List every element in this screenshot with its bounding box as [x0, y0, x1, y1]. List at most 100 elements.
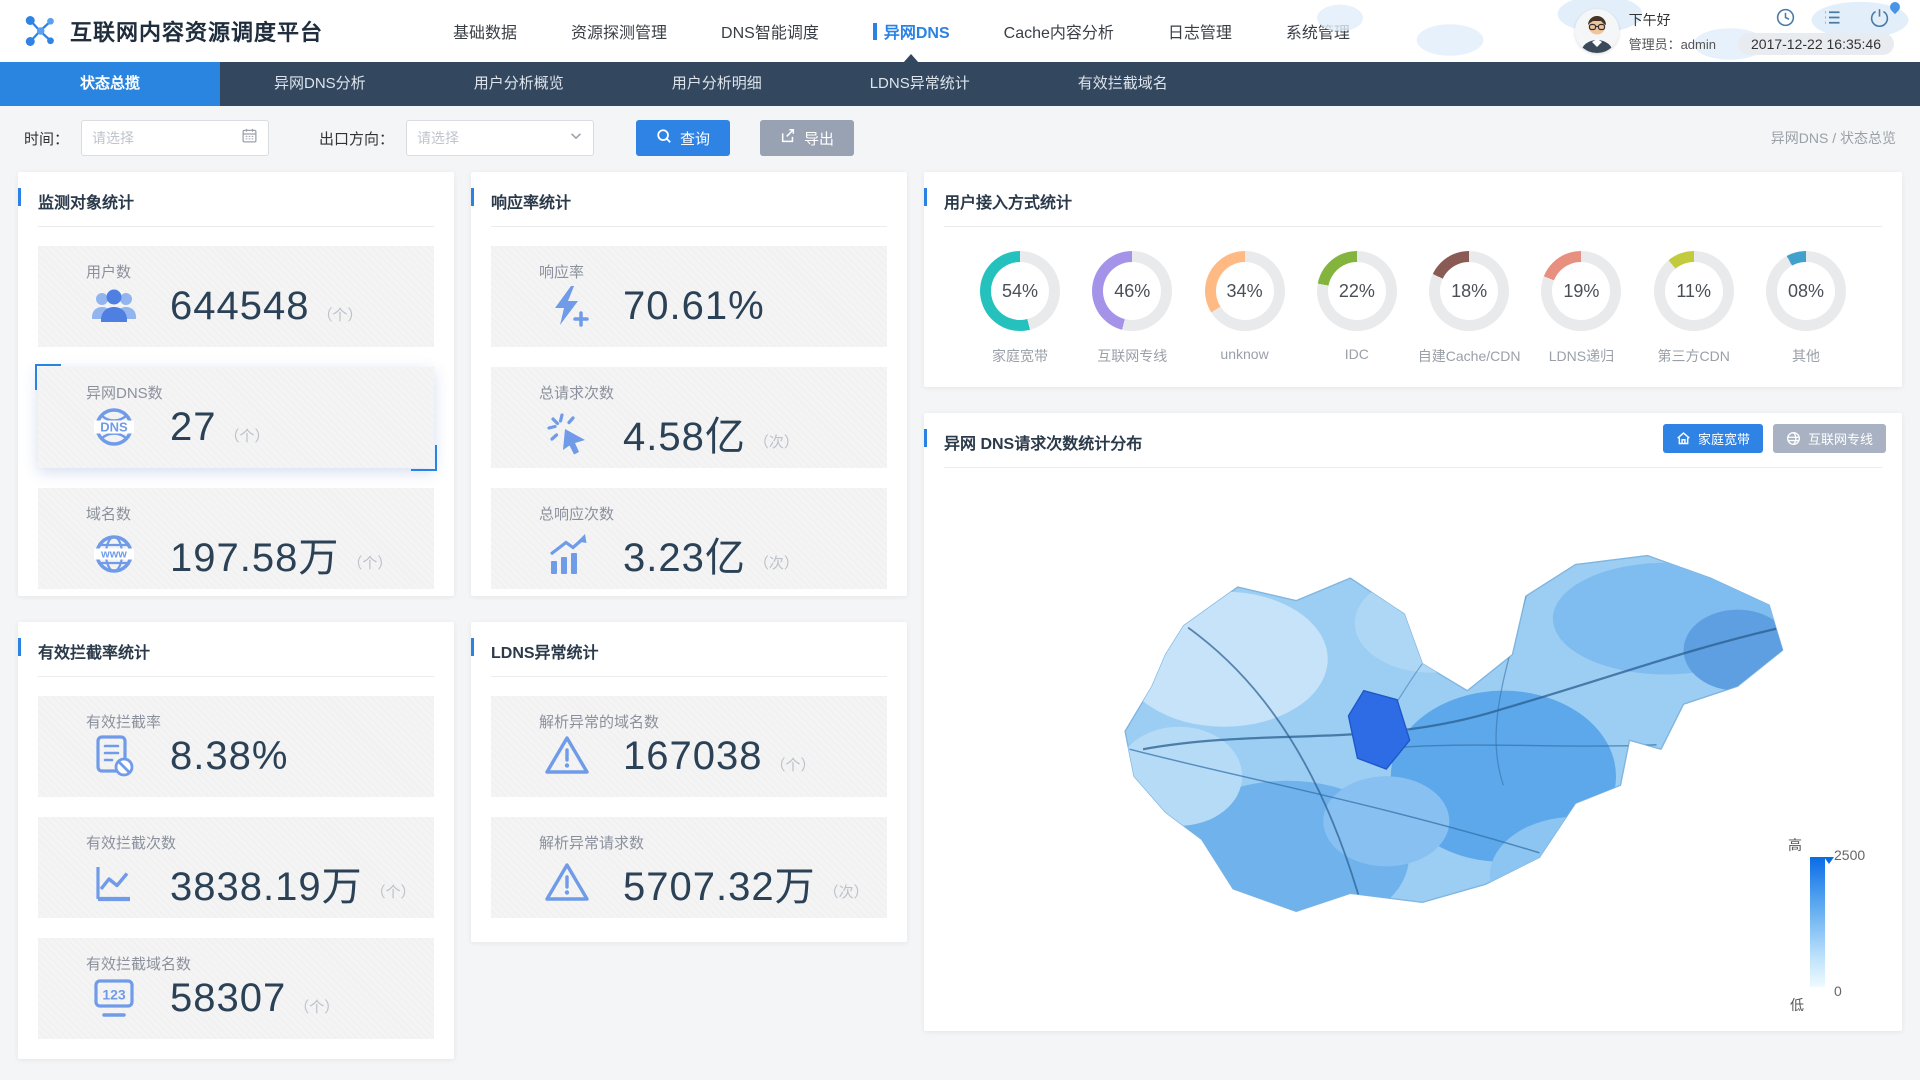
- gauge-percent: 11%: [1676, 280, 1712, 301]
- monitor-stats: 用户数 644548 （个） 异网DNS数 DNS 27 （个） 域名数 www 197.5…: [18, 227, 454, 609]
- map-layer-button-active[interactable]: 家庭宽带: [1662, 424, 1763, 453]
- stat-unit: （个）: [317, 306, 363, 324]
- nav-item-label: 异网DNS: [883, 25, 950, 42]
- nav-item-6[interactable]: 日志管理: [1168, 0, 1232, 62]
- stat-tile[interactable]: 用户数 644548 （个）: [38, 246, 434, 347]
- filter-bar: 时间： 请选择 出口方向： 请选择 查询: [0, 106, 1920, 170]
- gauge-label: 自建Cache/CDN: [1417, 348, 1521, 364]
- card-intercept-stats: 有效拦截率统计 有效拦截率 8.38% 有效拦截次数 3838.19万 （个） 有效拦…: [18, 622, 454, 1059]
- clock-icon[interactable]: [1775, 7, 1796, 28]
- subnav-tabs: 状态总揽 异网DNS分析 用户分析概览 用户分析明细 LDNS异常统计 有效拦截域名: [0, 62, 1920, 106]
- legend-high-label: 高: [1788, 837, 1802, 853]
- divider: [944, 467, 1882, 468]
- gauge-label: unknow: [1220, 346, 1269, 362]
- access-gauge: 34% unknow: [1193, 251, 1297, 366]
- card-header: 响应率统计: [471, 172, 907, 226]
- users-icon: [90, 283, 140, 329]
- map-colorbar-legend: 高 2500 0 低: [1788, 833, 1878, 1015]
- list-icon[interactable]: [1822, 7, 1843, 28]
- stat-tile[interactable]: 总响应次数 3.23亿 （次）: [491, 488, 887, 589]
- access-gauge: 54% 家庭宽带: [968, 251, 1072, 366]
- access-gauge: 11% 第三方CDN: [1642, 251, 1746, 366]
- stat-label: 总响应次数: [539, 506, 615, 523]
- www-globe-icon: www: [90, 531, 140, 577]
- divider: [38, 676, 434, 677]
- nav-item-5[interactable]: Cache内容分析: [1004, 0, 1114, 62]
- globe-e-icon: [1786, 431, 1801, 446]
- tab-4[interactable]: 用户分析明细: [671, 75, 762, 92]
- monitor-123-icon: 123: [90, 975, 140, 1021]
- stat-value: 5707.32万: [623, 865, 816, 909]
- nav-item-3[interactable]: DNS智能调度: [721, 0, 819, 62]
- export-button[interactable]: 导出: [760, 120, 855, 156]
- stat-tile[interactable]: 解析异常的域名数 167038 （个）: [491, 696, 887, 797]
- datetime-badge: 2017-12-22 16:35:46: [1738, 33, 1894, 55]
- tab-1-active[interactable]: 状态总揽: [0, 62, 221, 106]
- access-gauge: 08% 其他: [1754, 251, 1858, 366]
- map-layer-button-inactive[interactable]: 互联网专线: [1772, 424, 1886, 453]
- stat-unit: （个）: [347, 554, 393, 572]
- time-input[interactable]: 请选择: [81, 120, 270, 156]
- column-middle: 响应率统计 响应率 70.61% 总请求次数 4.58亿 （次） 总响应次数 3.23…: [471, 172, 907, 1031]
- gauge-percent: 18%: [1451, 280, 1488, 301]
- stat-tile[interactable]: 总请求次数 4.58亿 （次）: [491, 367, 887, 468]
- calendar-icon: [241, 127, 258, 149]
- shandong-map[interactable]: [983, 479, 1844, 1019]
- stat-tile[interactable]: 有效拦截域名数 123 58307 （个）: [38, 938, 434, 1039]
- time-filter-label: 时间：: [24, 130, 70, 148]
- power-icon[interactable]: [1869, 7, 1890, 28]
- card-monitor-stats: 监测对象统计 用户数 644548 （个） 异网DNS数 DNS 27 （个） 域名数 w…: [18, 172, 454, 596]
- highlighted-region[interactable]: [1347, 690, 1411, 771]
- direction-filter-label: 出口方向：: [319, 130, 395, 148]
- nav-item-label: 基础数据: [453, 25, 518, 42]
- tab-3[interactable]: 用户分析概览: [473, 75, 564, 92]
- user-role-label: 管理员：admin: [1628, 36, 1716, 52]
- chevron-down-icon: [569, 129, 583, 148]
- stat-label: 异网DNS数: [86, 385, 163, 402]
- stat-value: 58307: [170, 975, 287, 1020]
- export-button-label: 导出: [804, 130, 835, 148]
- stat-value: 3838.19万: [170, 865, 363, 909]
- direction-select[interactable]: 请选择: [406, 120, 595, 156]
- gauge-label: 第三方CDN: [1657, 348, 1730, 364]
- stat-tile[interactable]: 域名数 www 197.58万 （个）: [38, 488, 434, 589]
- avatar[interactable]: [1574, 9, 1619, 53]
- legend-gradient-bar: [1810, 857, 1825, 987]
- nav-item-label: 日志管理: [1167, 25, 1232, 42]
- user-texts: 下午好 管理员：admin: [1629, 10, 1716, 53]
- intercept-stats: 有效拦截率 8.38% 有效拦截次数 3838.19万 （个） 有效拦截域名数 123…: [18, 677, 454, 1059]
- stat-label: 用户数: [86, 264, 132, 281]
- stat-tile[interactable]: 有效拦截次数 3838.19万 （个）: [38, 817, 434, 918]
- nav-item-7[interactable]: 系统管理: [1286, 0, 1350, 62]
- stat-tile[interactable]: 解析异常请求数 5707.32万 （次）: [491, 817, 887, 918]
- query-button-label: 查询: [680, 130, 711, 148]
- tab-5[interactable]: LDNS异常统计: [869, 75, 970, 92]
- warning-icon: [543, 733, 593, 779]
- legend-max-value: 2500: [1834, 847, 1866, 863]
- nav-item-4-active[interactable]: 异网DNS: [872, 0, 950, 62]
- stat-tile-selected[interactable]: 异网DNS数 DNS 27 （个）: [35, 364, 437, 471]
- gauge-label: 互联网专线: [1097, 348, 1168, 364]
- nav-item-label: 资源探测管理: [571, 25, 668, 42]
- query-button[interactable]: 查询: [636, 120, 731, 156]
- tab-2[interactable]: 异网DNS分析: [274, 75, 366, 92]
- nav-item-2[interactable]: 资源探测管理: [571, 0, 667, 62]
- gauge-percent: 46%: [1114, 280, 1151, 301]
- card-title: 异网 DNS请求次数统计分布: [944, 436, 1143, 453]
- stat-unit: （次）: [753, 554, 799, 572]
- stat-unit: （个）: [370, 883, 416, 901]
- app-logo: 互联网内容资源调度平台: [0, 13, 323, 49]
- stat-tile[interactable]: 响应率 70.61%: [491, 246, 887, 347]
- nav-item-1[interactable]: 基础数据: [453, 0, 517, 62]
- top-header: 互联网内容资源调度平台 基础数据 资源探测管理 DNS智能调度 异网DNS Cache内…: [0, 0, 1920, 62]
- main-nav: 基础数据 资源探测管理 DNS智能调度 异网DNS Cache内容分析 日志管理 系统管理: [453, 0, 1350, 62]
- access-gauge: 46% 互联网专线: [1080, 251, 1184, 366]
- stat-tile[interactable]: 有效拦截率 8.38%: [38, 696, 434, 797]
- divider: [38, 226, 434, 227]
- stat-unit: （个）: [770, 756, 816, 774]
- legend-low-label: 低: [1790, 997, 1804, 1013]
- doc-block-icon: [90, 733, 140, 779]
- tab-6[interactable]: 有效拦截域名: [1077, 75, 1168, 92]
- user-block[interactable]: 下午好 管理员：admin: [1574, 9, 1716, 53]
- greeting-text: 下午好: [1628, 11, 1671, 28]
